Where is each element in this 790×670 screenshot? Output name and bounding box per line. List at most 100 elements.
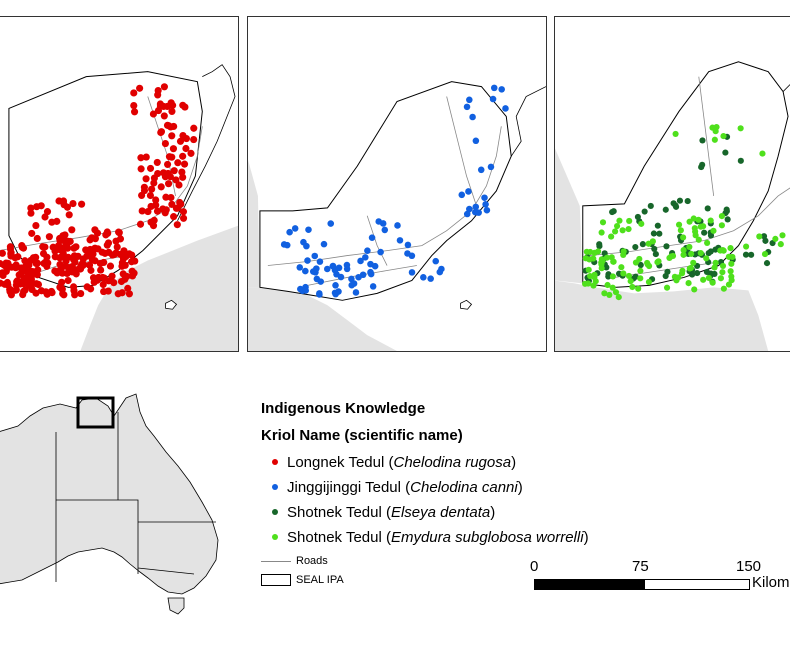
record-point (137, 154, 145, 162)
scale-bar: 0 75 150 Kilom (530, 558, 790, 598)
record-point (316, 291, 323, 298)
record-point (174, 159, 182, 167)
record-point (83, 283, 91, 291)
record-point (686, 218, 693, 225)
scale-tick-label: 0 (530, 558, 539, 575)
record-point (303, 242, 310, 250)
record-point (652, 250, 659, 258)
record-point (108, 251, 117, 259)
record-point (112, 237, 120, 245)
record-point (772, 235, 779, 242)
record-point (705, 274, 712, 282)
legend-dot-icon (272, 484, 278, 491)
record-point (619, 227, 626, 234)
record-point (63, 242, 71, 250)
coastline (177, 64, 236, 221)
record-point (182, 134, 191, 143)
australia-mainland (0, 393, 219, 595)
record-point (130, 101, 138, 110)
record-point (327, 220, 335, 227)
record-point (367, 260, 374, 268)
record-point (161, 173, 169, 181)
record-point (101, 249, 109, 257)
legend-item: Jinggijinggi Tedul (Chelodina canni) (261, 475, 681, 500)
record-point (691, 286, 698, 293)
map-panel-shotnek (554, 16, 790, 352)
record-point (167, 193, 175, 202)
record-point (638, 220, 645, 227)
record-point (737, 125, 744, 132)
record-point (148, 185, 156, 193)
record-point (174, 204, 182, 212)
record-point (161, 139, 169, 148)
record-point (152, 201, 160, 209)
record-point (711, 136, 718, 143)
record-point (625, 272, 633, 280)
record-point (606, 291, 613, 299)
record-point (615, 294, 622, 301)
record-point (0, 249, 6, 257)
coastline (782, 84, 790, 92)
record-point (614, 222, 621, 230)
ipa-land (0, 17, 238, 351)
record-point (49, 243, 57, 251)
record-point (313, 275, 321, 283)
record-point (103, 241, 111, 249)
record-point (635, 285, 642, 292)
record-point (596, 243, 603, 250)
record-point (598, 265, 605, 272)
record-point (647, 202, 654, 210)
record-point (670, 200, 677, 207)
records-emydura-subglobosa (581, 123, 786, 301)
record-point (663, 243, 670, 250)
record-point (64, 276, 72, 285)
record-point (482, 200, 489, 208)
record-point (320, 240, 328, 248)
record-point (650, 230, 657, 237)
record-point (182, 144, 190, 153)
legend-item: Shotnek Tedul (Elseya dentata) (261, 500, 681, 525)
record-point (620, 270, 627, 277)
record-point (33, 259, 41, 267)
record-point (644, 259, 651, 267)
record-point (123, 272, 131, 281)
record-point (70, 244, 78, 252)
record-point (466, 205, 473, 213)
record-point (711, 270, 718, 278)
record-point (763, 260, 771, 267)
record-point (187, 149, 195, 157)
record-point (68, 268, 76, 276)
record-point (160, 112, 168, 120)
record-point (27, 204, 35, 212)
record-point (368, 234, 376, 241)
record-point (703, 268, 710, 276)
record-point (329, 262, 337, 270)
record-point (472, 203, 480, 211)
record-point (106, 262, 115, 270)
record-point (762, 237, 769, 244)
record-point (724, 216, 731, 223)
record-point (637, 261, 644, 269)
scale-bar-black (534, 579, 646, 590)
ipa-boundary (259, 81, 512, 301)
legend-item: Longnek Tedul (Chelodina rugosa) (261, 450, 681, 475)
record-point (728, 260, 735, 267)
record-point (727, 245, 734, 252)
record-point (179, 152, 187, 160)
record-point (27, 267, 35, 275)
record-point (477, 166, 485, 174)
record-point (656, 230, 663, 237)
record-point (759, 150, 766, 157)
record-point (162, 193, 170, 201)
record-point (612, 289, 620, 296)
legend-dot-icon (272, 459, 278, 466)
record-point (153, 158, 161, 167)
record-point (676, 197, 684, 204)
record-point (704, 205, 711, 212)
record-point (179, 214, 188, 222)
record-point (2, 267, 10, 275)
record-point (637, 267, 644, 274)
record-point (718, 213, 725, 220)
record-point (701, 229, 708, 236)
record-point (608, 233, 615, 240)
